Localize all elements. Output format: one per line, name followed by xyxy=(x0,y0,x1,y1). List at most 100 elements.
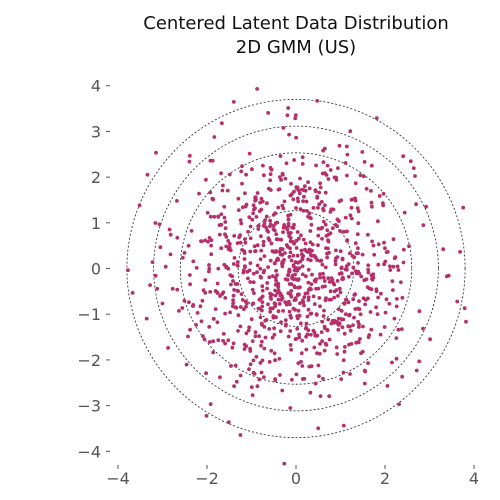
data-point xyxy=(216,266,221,271)
data-point xyxy=(257,209,262,214)
data-point xyxy=(251,280,256,285)
data-point xyxy=(231,341,236,346)
data-point xyxy=(157,222,162,227)
data-point xyxy=(293,277,298,281)
data-point xyxy=(304,321,309,326)
data-point xyxy=(252,291,256,295)
data-point xyxy=(271,227,276,232)
data-point xyxy=(263,218,267,223)
data-point xyxy=(201,288,206,293)
data-point xyxy=(329,207,334,212)
data-point xyxy=(271,224,276,228)
data-point xyxy=(205,210,210,215)
data-point xyxy=(260,288,265,293)
data-point xyxy=(184,362,189,367)
data-point xyxy=(307,211,312,216)
data-point xyxy=(175,199,179,203)
data-point xyxy=(317,202,322,207)
data-point xyxy=(261,163,265,168)
data-point xyxy=(299,233,303,238)
data-point xyxy=(286,334,291,339)
data-point xyxy=(295,186,299,191)
data-point xyxy=(413,174,417,178)
data-point xyxy=(326,276,331,281)
data-point xyxy=(243,237,247,242)
data-point xyxy=(366,263,371,268)
data-point xyxy=(230,274,235,279)
data-point xyxy=(323,341,328,346)
data-point xyxy=(383,310,388,315)
data-point xyxy=(249,317,254,322)
data-point xyxy=(291,253,296,258)
data-point xyxy=(332,295,337,300)
data-point xyxy=(260,304,265,309)
data-point xyxy=(215,291,220,295)
data-point xyxy=(268,309,273,314)
data-point xyxy=(297,266,302,270)
data-point xyxy=(247,215,252,220)
data-point xyxy=(277,356,282,361)
data-point xyxy=(283,300,288,304)
data-point xyxy=(290,377,294,382)
data-point xyxy=(341,358,346,363)
data-point xyxy=(348,129,353,134)
data-point xyxy=(191,259,196,264)
data-point xyxy=(279,178,283,182)
data-point xyxy=(288,246,292,251)
data-point xyxy=(299,351,304,356)
data-point xyxy=(348,213,353,218)
data-point xyxy=(367,333,372,337)
data-point xyxy=(261,239,266,244)
data-point xyxy=(321,275,326,280)
data-point xyxy=(222,204,227,209)
data-point xyxy=(293,285,297,290)
data-point xyxy=(204,177,208,182)
data-point xyxy=(358,337,362,341)
data-point xyxy=(207,325,212,329)
data-point xyxy=(338,290,343,295)
data-point xyxy=(267,275,272,280)
data-point xyxy=(187,153,192,158)
data-point xyxy=(238,433,243,437)
x-axis: −4 −2 0 2 4 xyxy=(106,465,479,488)
data-point xyxy=(300,264,305,269)
data-point xyxy=(374,116,379,120)
data-point xyxy=(345,229,349,234)
data-point xyxy=(397,402,401,407)
data-point xyxy=(320,284,325,289)
data-point xyxy=(358,173,363,178)
data-point xyxy=(253,330,258,335)
data-point xyxy=(236,329,240,333)
data-point xyxy=(195,311,200,315)
data-point xyxy=(362,381,367,386)
data-point xyxy=(355,206,360,211)
data-point xyxy=(217,232,222,237)
data-point xyxy=(271,213,276,217)
data-point xyxy=(322,324,327,329)
data-point xyxy=(232,256,237,260)
data-point xyxy=(328,168,333,172)
data-point xyxy=(242,257,247,261)
data-point xyxy=(226,239,231,243)
data-point xyxy=(302,184,307,189)
data-point xyxy=(300,252,304,257)
data-point xyxy=(390,279,395,283)
data-point xyxy=(341,423,346,428)
data-point xyxy=(304,199,309,204)
data-point xyxy=(309,216,313,221)
data-point xyxy=(248,224,253,229)
data-point xyxy=(261,243,266,248)
data-point xyxy=(235,263,240,268)
data-point xyxy=(391,237,396,242)
data-point xyxy=(270,274,275,278)
data-point xyxy=(292,189,296,194)
data-point xyxy=(296,277,301,282)
data-point xyxy=(315,99,320,103)
data-point xyxy=(321,376,325,381)
data-point xyxy=(295,326,300,331)
data-point xyxy=(306,307,311,312)
data-point xyxy=(277,187,282,192)
data-point xyxy=(343,161,348,165)
data-point xyxy=(262,221,267,226)
y-tick-label: 3 xyxy=(91,122,101,141)
